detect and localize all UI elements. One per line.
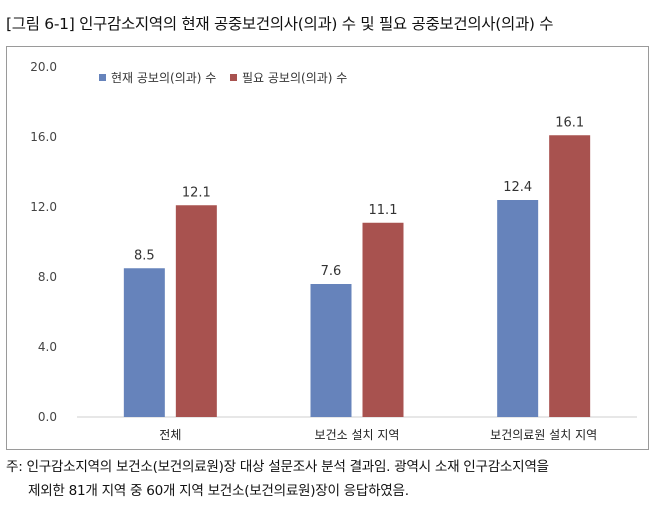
bar-current — [123, 268, 165, 417]
data-label: 16.1 — [555, 115, 584, 130]
legend-swatch — [230, 74, 237, 81]
y-tick-label: 12.0 — [30, 200, 57, 214]
legend-label: 현재 공보의(의과) 수 — [111, 71, 216, 85]
data-label: 8.5 — [134, 248, 155, 263]
bar-chart: 0.0 4.0 8.0 12.0 16.0 20.0 8.5 12.1 전체 7.6 11.1 보건소… — [30, 60, 637, 442]
legend-label: 필요 공보의(의과) 수 — [242, 71, 347, 85]
y-tick-label: 8.0 — [38, 270, 57, 284]
data-label: 12.1 — [182, 185, 211, 200]
y-tick-label: 0.0 — [38, 410, 57, 424]
y-tick-label: 4.0 — [38, 340, 57, 354]
x-category-label: 보건소 설치 지역 — [315, 428, 400, 442]
bar-needed — [175, 205, 217, 417]
footnote: 주: 인구감소지역의 보건소(보건의료원)장 대상 설문조사 분석 결과임. 광… — [6, 455, 654, 503]
y-tick-label: 16.0 — [30, 130, 57, 144]
x-category-label: 전체 — [159, 428, 181, 442]
bar-current — [310, 284, 352, 417]
data-label: 7.6 — [321, 264, 342, 279]
bar-needed — [362, 222, 404, 417]
data-label: 11.1 — [369, 203, 398, 218]
legend-swatch — [99, 74, 106, 81]
x-category-label: 보건의료원 설치 지역 — [490, 428, 597, 442]
data-label: 12.4 — [503, 180, 532, 195]
chart-frame: 0.0 4.0 8.0 12.0 16.0 20.0 8.5 12.1 전체 7.6 11.1 보건소… — [6, 46, 649, 450]
footnote-line-1: 주: 인구감소지역의 보건소(보건의료원)장 대상 설문조사 분석 결과임. 광… — [6, 459, 549, 475]
bar-needed — [549, 135, 591, 417]
figure-title: [그림 6-1] 인구감소지역의 현재 공중보건의사(의과) 수 및 필요 공중… — [6, 15, 554, 33]
footnote-line-2: 제외한 81개 지역 중 60개 지역 보건소(보건의료원)장이 응답하였음. — [28, 483, 409, 499]
bar-current — [497, 200, 539, 417]
y-tick-label: 20.0 — [30, 60, 57, 74]
